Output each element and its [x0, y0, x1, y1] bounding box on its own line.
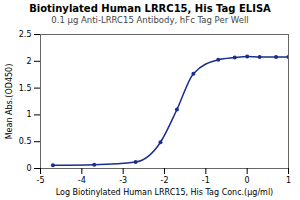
- svg-text:-1: -1: [202, 176, 210, 185]
- svg-text:0: 0: [26, 164, 31, 173]
- svg-text:-5: -5: [37, 176, 45, 185]
- svg-text:2.5: 2.5: [19, 30, 32, 39]
- svg-text:Mean Abs.(OD450): Mean Abs.(OD450): [5, 64, 14, 140]
- svg-text:1: 1: [286, 176, 291, 185]
- svg-text:Log Biotinylated Human LRRC15,: Log Biotinylated Human LRRC15, His Tag C…: [56, 188, 273, 197]
- svg-text:-3: -3: [119, 176, 127, 185]
- html-text:Biotinylated Human LRRC15, His: Biotinylated Human LRRC15, His Tag ELISA: [29, 3, 271, 14]
- svg-text:1: 1: [26, 110, 31, 119]
- svg-text:1.5: 1.5: [19, 84, 32, 93]
- svg-text:0.5: 0.5: [19, 137, 32, 146]
- svg-text:-4: -4: [78, 176, 86, 185]
- svg-text:-2: -2: [161, 176, 169, 185]
- svg-text:0: 0: [245, 176, 250, 185]
- svg-text:2: 2: [26, 57, 31, 66]
- html-text:0.1 μg Anti-LRRC15 Antibody, h: 0.1 μg Anti-LRRC15 Antibody, hFc Tag Per…: [51, 15, 249, 25]
